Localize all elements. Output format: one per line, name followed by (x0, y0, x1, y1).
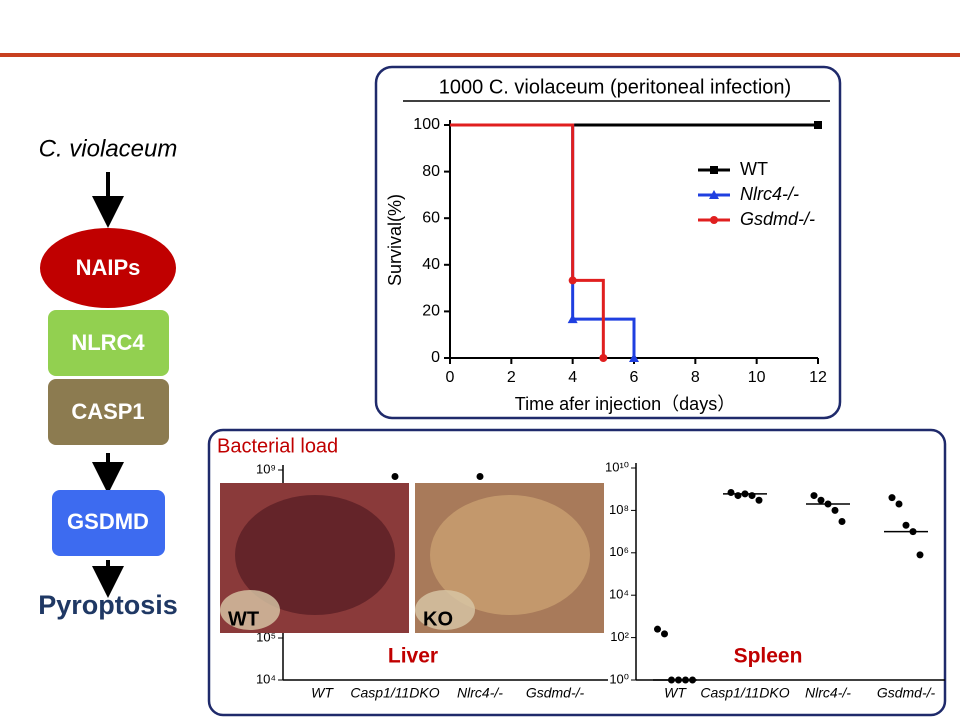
data-point (916, 551, 924, 559)
chart-title: 1000 C. violaceum (peritoneal infection) (439, 76, 791, 98)
y-tick-label: 10⁴ (609, 587, 629, 602)
x-tick-label: Casp1/11DKO (700, 685, 789, 701)
y-tick-label: 60 (422, 209, 440, 226)
y-tick-label: 10⁸ (609, 502, 629, 517)
data-point (888, 494, 896, 502)
data-point (391, 473, 399, 481)
legend-marker (710, 216, 718, 224)
y-tick-label: 80 (422, 163, 440, 180)
x-tick-label: Nlrc4-/- (805, 685, 851, 701)
x-tick-label: 10 (748, 369, 766, 386)
legend-marker (709, 190, 719, 199)
panel-label: Liver (388, 645, 438, 668)
photo-label: WT (228, 608, 259, 630)
marker (568, 276, 577, 285)
data-point (810, 492, 818, 500)
node: NLRC4 (71, 330, 145, 355)
y-tick-label: 10⁵ (256, 629, 276, 644)
data-point (476, 473, 484, 481)
x-tick-label: WT (311, 685, 334, 701)
y-tick-label: 100 (413, 116, 440, 133)
node: NAIPs (76, 255, 141, 280)
photo-detail (220, 590, 280, 630)
y-tick-label: 10² (610, 629, 629, 644)
series-line (450, 123, 605, 358)
data-point (895, 500, 903, 508)
photo-detail (430, 495, 590, 615)
data-point (902, 521, 910, 529)
node-shape (48, 310, 169, 376)
node-shape (48, 379, 169, 445)
data-point (748, 492, 756, 500)
y-tick-label: 10⁴ (256, 671, 276, 686)
x-tick-label: 6 (630, 369, 639, 386)
marker (814, 121, 822, 129)
marker (567, 314, 578, 324)
data-point (838, 517, 846, 525)
load-panel (207, 428, 947, 717)
y-tick-label: 10⁹ (256, 461, 276, 476)
y-axis-label: Survival(%) (385, 194, 405, 286)
panel-label: Spleen (734, 645, 803, 668)
series-line (450, 123, 636, 358)
x-tick-label: 0 (446, 369, 455, 386)
x-tick-label: 4 (568, 369, 577, 386)
pathway: C. violaceum NAIPs NLRC4 CASP1 GSDMD Pyr… (38, 135, 178, 620)
photo-detail (415, 590, 475, 630)
node-shape (40, 228, 176, 308)
legend-label: WT (740, 159, 768, 179)
data-point (831, 506, 839, 514)
y-tick-label: 40 (422, 256, 440, 273)
y-tick-label: 10⁰ (609, 671, 629, 686)
marker (599, 354, 608, 362)
data-point (654, 625, 661, 633)
node: CASP1 (71, 399, 144, 424)
data-point (727, 488, 735, 496)
marker (629, 353, 639, 362)
x-tick-label: WT (664, 685, 687, 701)
header-rule (0, 53, 960, 57)
survival-panel (374, 65, 842, 420)
data-point (755, 496, 763, 504)
plots: 1000 C. violaceum (peritoneal infection)… (217, 76, 945, 701)
legend-label: Nlrc4-/- (740, 184, 799, 204)
x-tick-label: Gsdmd-/- (877, 685, 936, 701)
data-point (661, 630, 668, 638)
x-tick-label: 8 (691, 369, 700, 386)
y-tick-label: 10¹⁰ (605, 459, 629, 474)
outcome: Pyroptosis (38, 590, 178, 620)
x-tick-label: Casp1/11DKO (350, 685, 439, 701)
x-tick-label: 12 (809, 369, 827, 386)
x-axis-label: Time afer injection（days） (515, 394, 735, 414)
legend-label: Gsdmd-/- (740, 209, 815, 229)
node: GSDMD (67, 509, 149, 534)
photo-detail (235, 495, 395, 615)
y-tick-label: 20 (422, 303, 440, 320)
x-tick-label: Gsdmd-/- (526, 685, 585, 701)
data-point (734, 492, 742, 500)
x-tick-label: Nlrc4-/- (457, 685, 503, 701)
y-tick-label: 10⁶ (609, 544, 629, 559)
y-tick-label: 0 (431, 349, 440, 366)
photo-label: KO (423, 608, 453, 630)
legend-marker (710, 166, 718, 174)
panel-title: Bacterial load (217, 435, 338, 457)
node-shape (52, 490, 165, 556)
data-point (817, 496, 825, 504)
x-tick-label: 2 (507, 369, 516, 386)
source: C. violaceum (39, 135, 178, 162)
